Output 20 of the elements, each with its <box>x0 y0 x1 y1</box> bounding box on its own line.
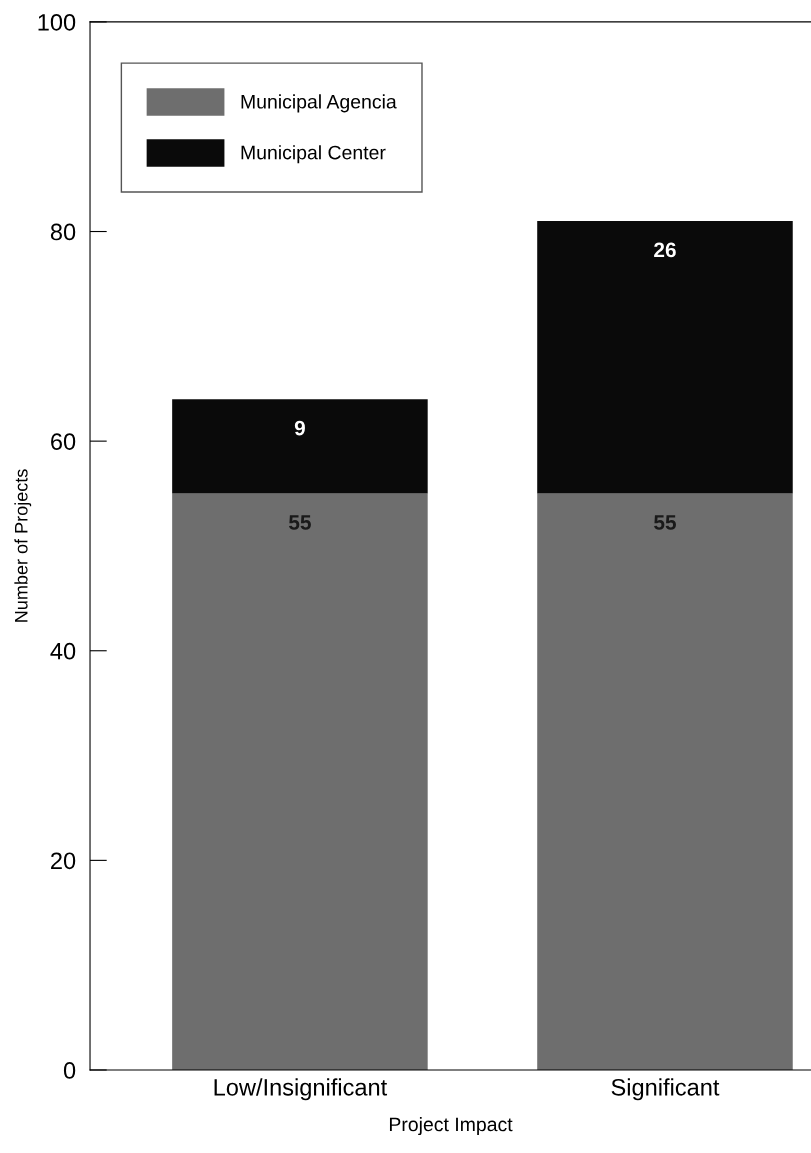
data-label: 55 <box>654 515 676 530</box>
x-tick-label: Significant <box>611 1078 720 1101</box>
data-label: 55 <box>288 515 311 530</box>
x-tick-label: Low/Insignificant <box>214 1078 388 1101</box>
bar <box>537 221 793 494</box>
data-label: 9 <box>294 420 305 436</box>
y-tick-label: 60 <box>51 433 76 450</box>
y-tick-label: 40 <box>50 642 76 660</box>
x-axis-title: Project Impact <box>389 1116 513 1136</box>
data-label: 26 <box>654 242 676 258</box>
y-tick-label: 80 <box>50 223 76 241</box>
y-tick-label: 0 <box>63 1062 76 1079</box>
y-axis-title: Number of Projects <box>14 469 32 622</box>
bar <box>172 493 428 1070</box>
legend-label: Municipal Center <box>241 145 386 164</box>
legend-label: Municipal Agencia <box>241 94 397 113</box>
y-tick-label: 20 <box>51 852 76 870</box>
bar <box>537 493 793 1070</box>
bar <box>172 399 428 494</box>
y-tick-label: 100 <box>38 13 76 31</box>
